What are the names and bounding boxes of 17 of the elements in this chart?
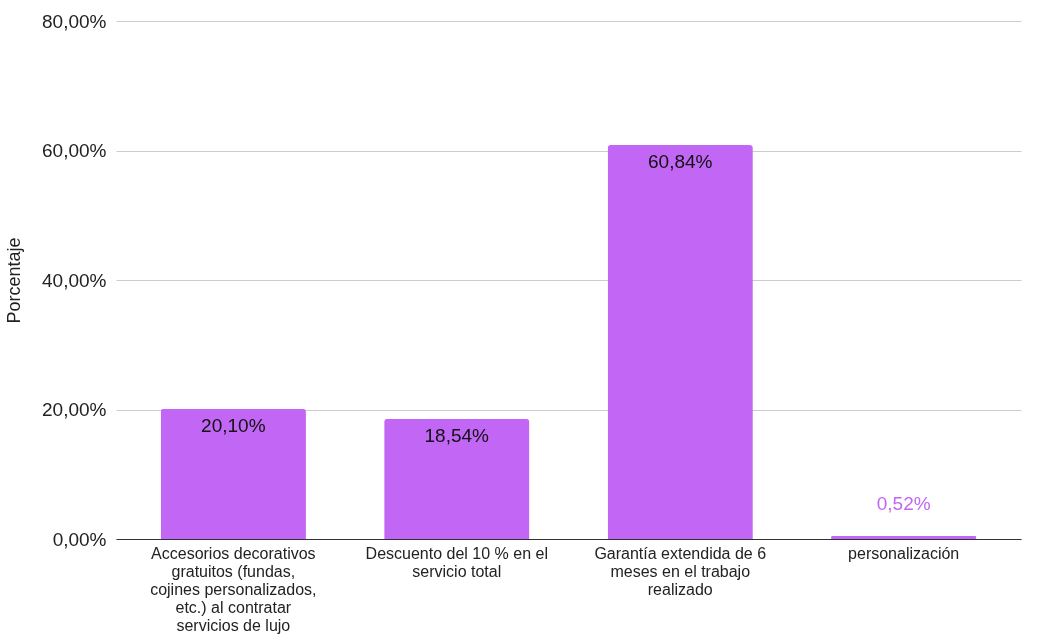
x-tick-label: personalización: [848, 544, 960, 562]
y-tick-label: 0,00%: [52, 528, 107, 550]
y-tick-label: 40,00%: [42, 269, 107, 291]
data-label: 0,52%: [876, 492, 931, 514]
data-label: 18,54%: [424, 424, 490, 446]
x-tick-label: Garantía extendida de 6 meses en el trabajo realizado: [594, 544, 767, 598]
y-axis-title: Porcentaje: [4, 237, 25, 324]
x-tick-label: Accesorios decorativos gratuitos (fundas, cojines personalizados, etc.) al contratar servicios de lujo: [150, 544, 317, 634]
bar: [160, 408, 306, 539]
y-tick-label: 20,00%: [42, 399, 107, 420]
bar: [384, 418, 530, 539]
bar: [607, 145, 753, 539]
data-label: 60,84%: [648, 151, 713, 173]
x-tick-label: Descuento del 10 % en el servicio total: [365, 544, 548, 580]
data-label: 20,10%: [201, 414, 266, 436]
y-tick-label: 60,00%: [42, 140, 107, 161]
y-tick-label: 80,00%: [42, 10, 107, 32]
